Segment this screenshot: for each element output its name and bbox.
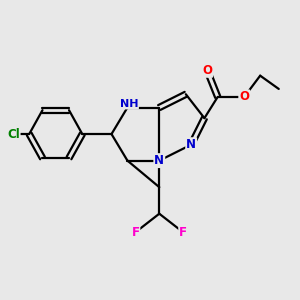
Text: O: O <box>202 64 212 77</box>
Text: F: F <box>131 226 140 239</box>
Text: O: O <box>239 90 249 104</box>
Text: N: N <box>154 154 164 167</box>
Text: NH: NH <box>119 98 138 109</box>
Text: N: N <box>186 138 196 151</box>
Text: F: F <box>179 226 187 239</box>
Text: Cl: Cl <box>7 128 20 141</box>
